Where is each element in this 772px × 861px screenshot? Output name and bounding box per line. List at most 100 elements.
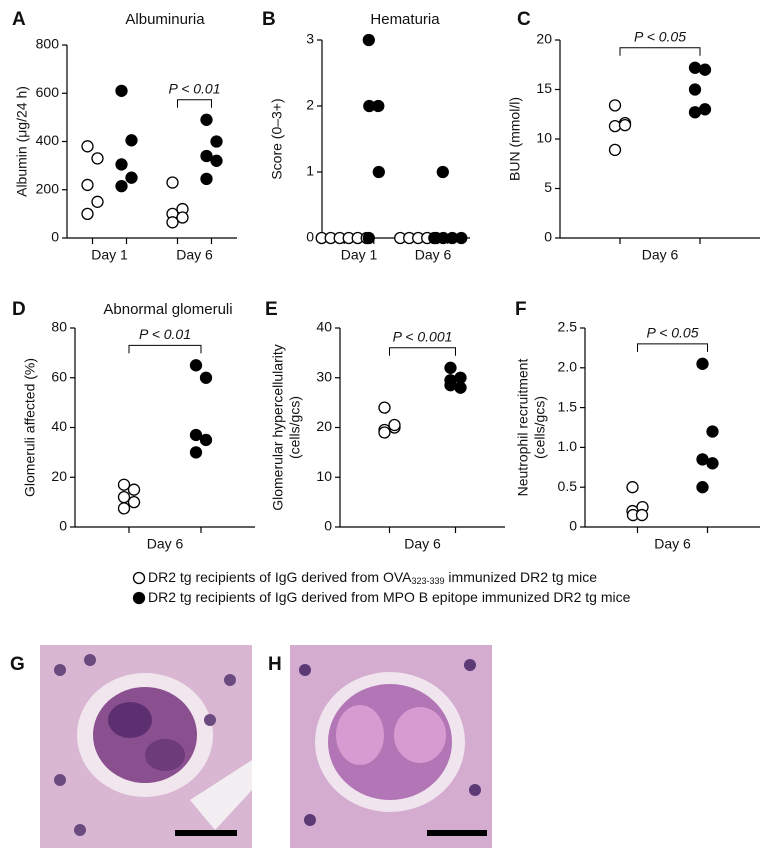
data-point — [81, 178, 94, 192]
y-axis-label: Glomeruli affected (%) — [22, 358, 38, 497]
data-point — [372, 165, 385, 179]
y-tick-label: 0 — [306, 229, 314, 245]
significance-bracket — [619, 47, 701, 56]
data-point — [608, 119, 622, 133]
data-point — [210, 135, 223, 148]
data-point — [618, 118, 632, 132]
data-point — [436, 165, 449, 179]
data-point — [698, 103, 712, 116]
y-tick-label: 20 — [51, 468, 67, 484]
y-tick-label: 0 — [569, 518, 577, 534]
y-axis-label: Neutrophil recruitment — [515, 359, 531, 497]
panel-letter: B — [262, 9, 276, 30]
y-axis-label: BUN (mmol/l) — [507, 97, 523, 181]
data-point — [81, 207, 94, 221]
y-tick-label: 60 — [51, 368, 67, 384]
y-tick-label: 3 — [306, 31, 314, 47]
y-axis-label: (cells/gcs) — [287, 396, 303, 459]
data-point — [200, 149, 213, 163]
y-tick-label: 80 — [51, 319, 67, 335]
legend-text-part: DR2 tg recipients of IgG derived from OV… — [148, 569, 412, 585]
x-tick-label: Day 6 — [654, 536, 691, 552]
y-axis-label: (cells/gcs) — [532, 396, 548, 459]
y-tick-label: 0.5 — [558, 478, 578, 494]
legend-text: DR2 tg recipients of IgG derived from MP… — [148, 589, 631, 605]
y-tick-label: 40 — [51, 418, 67, 434]
data-point — [200, 172, 213, 186]
data-point — [117, 478, 131, 491]
x-tick-label: Day 6 — [404, 536, 441, 552]
x-tick-label: Day 6 — [415, 247, 452, 263]
y-tick-label: 200 — [36, 180, 60, 196]
data-point — [688, 61, 702, 74]
x-tick-label: Day 1 — [91, 247, 128, 263]
p-value: P < 0.001 — [393, 329, 453, 345]
data-point — [189, 359, 203, 372]
data-point — [127, 483, 141, 496]
data-point — [125, 134, 138, 147]
y-tick-label: 400 — [36, 132, 60, 148]
y-tick-label: 2 — [306, 97, 314, 113]
data-point — [608, 99, 622, 112]
data-point — [200, 113, 213, 126]
y-tick-label: 0 — [544, 229, 552, 245]
legend-text-part: 323-339 — [412, 576, 445, 586]
histology-image — [40, 645, 252, 848]
data-point — [698, 63, 712, 76]
y-tick-label: 40 — [316, 319, 332, 335]
data-point — [115, 158, 128, 171]
significance-bracket — [128, 344, 202, 354]
x-tick-label: Day 6 — [642, 247, 679, 263]
chart-title: Abnormal glomeruli — [103, 301, 232, 318]
legend-marker — [132, 571, 146, 585]
data-point — [362, 231, 375, 245]
y-tick-label: 0 — [51, 229, 59, 245]
data-point — [696, 357, 709, 370]
legend-text-part: DR2 tg recipients of IgG derived from MP… — [148, 589, 631, 605]
data-point — [166, 176, 179, 189]
panel-letter: C — [517, 9, 531, 30]
significance-bracket — [177, 99, 212, 108]
panel-letter: F — [515, 299, 527, 320]
data-point — [635, 508, 649, 522]
legend-marker — [132, 591, 146, 605]
data-point — [688, 106, 702, 119]
y-axis-label: Glomerular hypercellularity — [270, 344, 286, 511]
data-point — [189, 428, 203, 442]
panel-letter: H — [268, 654, 282, 675]
y-tick-label: 10 — [316, 468, 332, 484]
panel-letter: G — [10, 654, 25, 675]
data-point — [626, 481, 639, 494]
y-tick-label: 15 — [536, 80, 552, 96]
x-tick-label: Day 1 — [341, 247, 378, 263]
data-point — [362, 33, 375, 47]
y-tick-label: 2.0 — [558, 359, 578, 375]
data-point — [117, 490, 131, 504]
chart-title: Albuminuria — [125, 11, 205, 28]
y-tick-label: 2.5 — [558, 319, 578, 335]
data-point — [688, 83, 702, 96]
data-point — [115, 84, 128, 97]
p-value: P < 0.01 — [168, 80, 220, 96]
data-point — [608, 143, 622, 157]
y-axis-label: Score (0–3+) — [269, 98, 285, 179]
panel-letter: A — [12, 9, 26, 30]
p-value: P < 0.01 — [139, 326, 191, 342]
data-point — [127, 495, 141, 509]
y-axis-label: Albumin (μg/24 h) — [14, 86, 30, 197]
data-point — [115, 179, 128, 193]
panel-letter: D — [12, 299, 26, 320]
data-point — [91, 152, 104, 165]
data-point — [372, 99, 385, 113]
y-tick-label: 20 — [536, 31, 552, 47]
x-tick-label: Day 6 — [147, 536, 184, 552]
y-tick-label: 1 — [306, 163, 314, 179]
data-point — [454, 381, 467, 394]
data-point — [189, 446, 203, 459]
panel-letter: E — [265, 299, 278, 320]
data-point — [444, 361, 457, 374]
histology-image — [290, 645, 492, 848]
y-tick-label: 5 — [544, 179, 552, 195]
y-tick-label: 20 — [316, 418, 332, 434]
